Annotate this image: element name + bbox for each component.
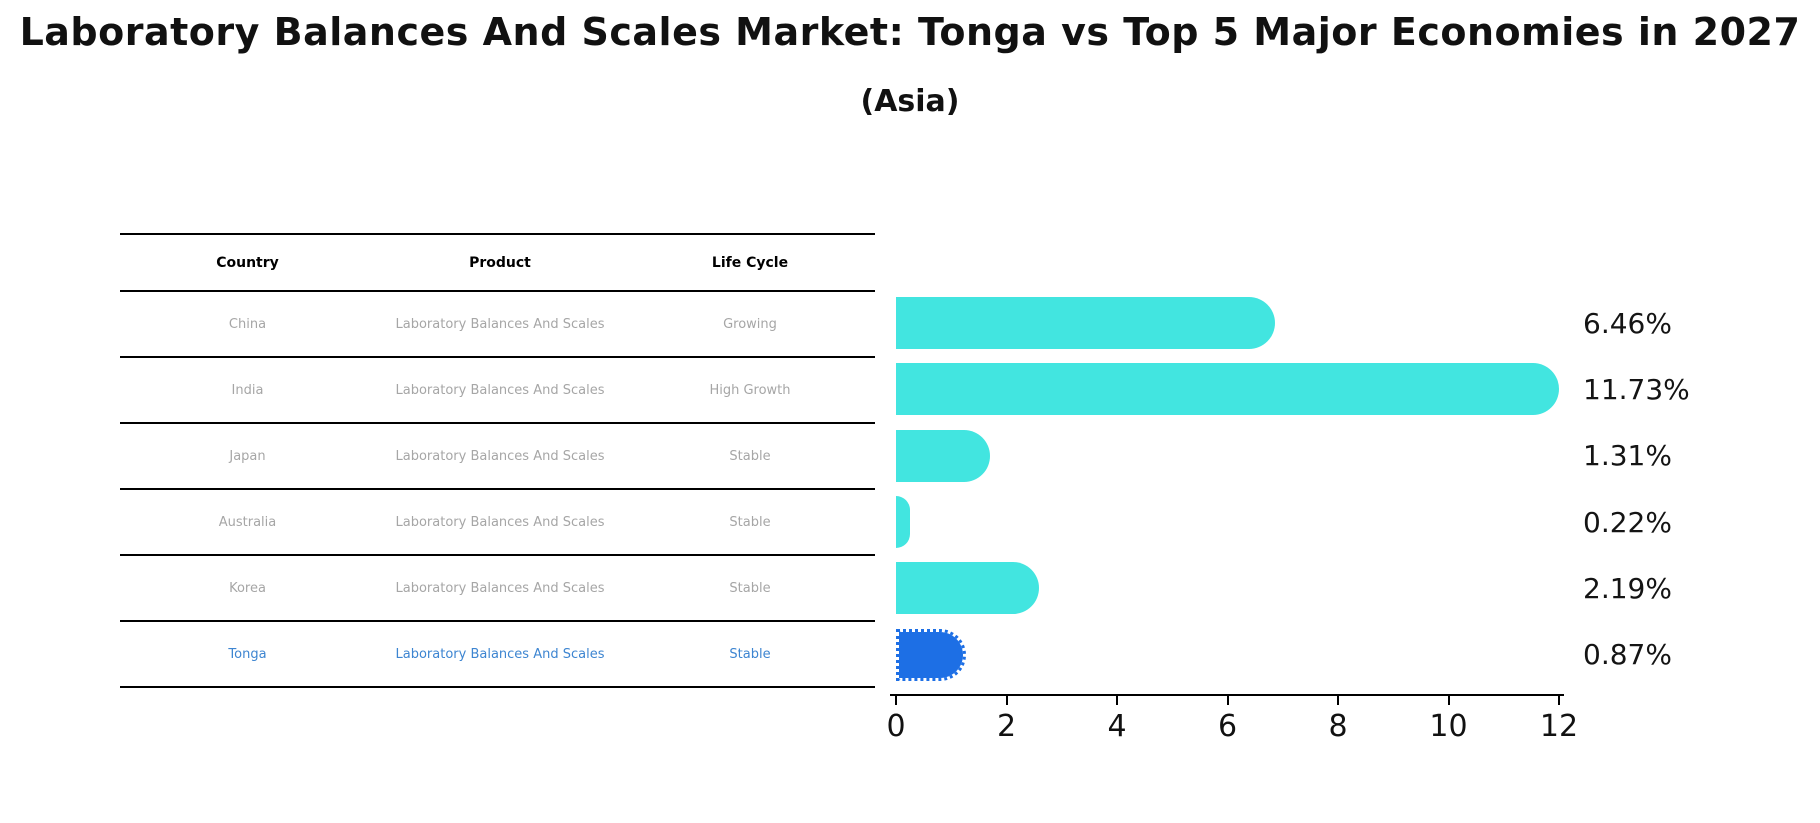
chart-subtitle: (Asia)	[860, 84, 960, 119]
x-tick-label: 4	[1107, 709, 1127, 744]
bar-row-india	[896, 356, 1559, 422]
value-label-australia: 0.22%	[1583, 505, 1672, 539]
table-header-lifecycle: Life Cycle	[711, 254, 789, 271]
x-tick	[1116, 696, 1118, 705]
x-tick-label: 0	[886, 709, 906, 744]
table-cell-country: India	[231, 382, 264, 398]
value-label-japan: 1.31%	[1583, 439, 1672, 473]
x-axis: 0 2 4 6 8 10 12	[886, 696, 1578, 746]
x-tick-label: 10	[1429, 709, 1468, 744]
value-label-korea: 2.19%	[1583, 571, 1672, 605]
table-row-china: China Laboratory Balances And Scales Gro…	[120, 292, 875, 358]
value-label-china: 6.46%	[1583, 306, 1672, 340]
table-cell-country: Tonga	[228, 646, 267, 662]
bar-china	[896, 297, 1275, 350]
table-cell-lifecycle: Stable	[729, 646, 771, 662]
value-labels: 6.46% 11.73% 1.31% 0.22% 2.19% 0.87%	[1583, 290, 1803, 688]
table-cell-lifecycle: Stable	[729, 514, 771, 530]
table-cell-country: Australia	[218, 514, 277, 530]
table-cell-product: Laboratory Balances And Scales	[395, 646, 605, 662]
value-label-india: 11.73%	[1583, 372, 1690, 406]
table-row-japan: Japan Laboratory Balances And Scales Sta…	[120, 424, 875, 490]
bar-japan	[896, 429, 991, 482]
table-row-korea: Korea Laboratory Balances And Scales Sta…	[120, 556, 875, 622]
x-tick	[1558, 696, 1560, 705]
bar-india	[896, 363, 1559, 416]
x-tick-label: 2	[996, 709, 1017, 744]
table-row-india: India Laboratory Balances And Scales Hig…	[120, 358, 875, 424]
bar-plot	[896, 290, 1559, 688]
table-cell-product: Laboratory Balances And Scales	[395, 580, 605, 596]
x-axis-line	[890, 694, 1564, 696]
x-tick-label: 12	[1539, 709, 1579, 744]
country-table: Country Product Life Cycle China Laborat…	[120, 233, 875, 688]
table-cell-lifecycle: High Growth	[709, 382, 791, 398]
x-tick	[1226, 696, 1229, 705]
x-tick-label: 8	[1328, 709, 1348, 744]
bar-row-japan	[896, 423, 1559, 489]
table-cell-lifecycle: Stable	[729, 580, 771, 596]
table-cell-product: Laboratory Balances And Scales	[395, 382, 605, 398]
table-cell-product: Laboratory Balances And Scales	[395, 448, 605, 464]
bar-row-tonga	[896, 622, 1559, 688]
table-cell-country: China	[228, 316, 267, 332]
table-cell-country: Korea	[229, 580, 266, 596]
table-cell-country: Japan	[229, 448, 266, 464]
x-tick	[1337, 696, 1339, 705]
value-label-tonga: 0.87%	[1583, 638, 1672, 672]
table-cell-lifecycle: Stable	[729, 448, 771, 464]
table-header-product: Product	[469, 254, 531, 271]
table-row-australia: Australia Laboratory Balances And Scales…	[120, 490, 875, 556]
x-tick	[895, 696, 897, 705]
bar-row-korea	[896, 555, 1559, 621]
table-cell-product: Laboratory Balances And Scales	[395, 514, 605, 530]
bar-australia	[896, 496, 911, 549]
x-tick-label: 6	[1217, 709, 1238, 744]
x-tick	[1447, 696, 1450, 705]
table-row-tonga: Tonga Laboratory Balances And Scales Sta…	[120, 622, 875, 688]
table-cell-product: Laboratory Balances And Scales	[395, 316, 605, 332]
bar-tonga	[896, 628, 967, 681]
chart-title: Laboratory Balances And Scales Market: T…	[19, 10, 1801, 54]
x-tick	[1005, 696, 1008, 705]
table-cell-lifecycle: Growing	[723, 316, 777, 332]
bar-korea	[896, 562, 1039, 615]
bar-row-china	[896, 290, 1559, 356]
table-header-country: Country	[216, 254, 279, 271]
bar-row-australia	[896, 489, 1559, 555]
table-header-row: Country Product Life Cycle	[120, 235, 875, 292]
